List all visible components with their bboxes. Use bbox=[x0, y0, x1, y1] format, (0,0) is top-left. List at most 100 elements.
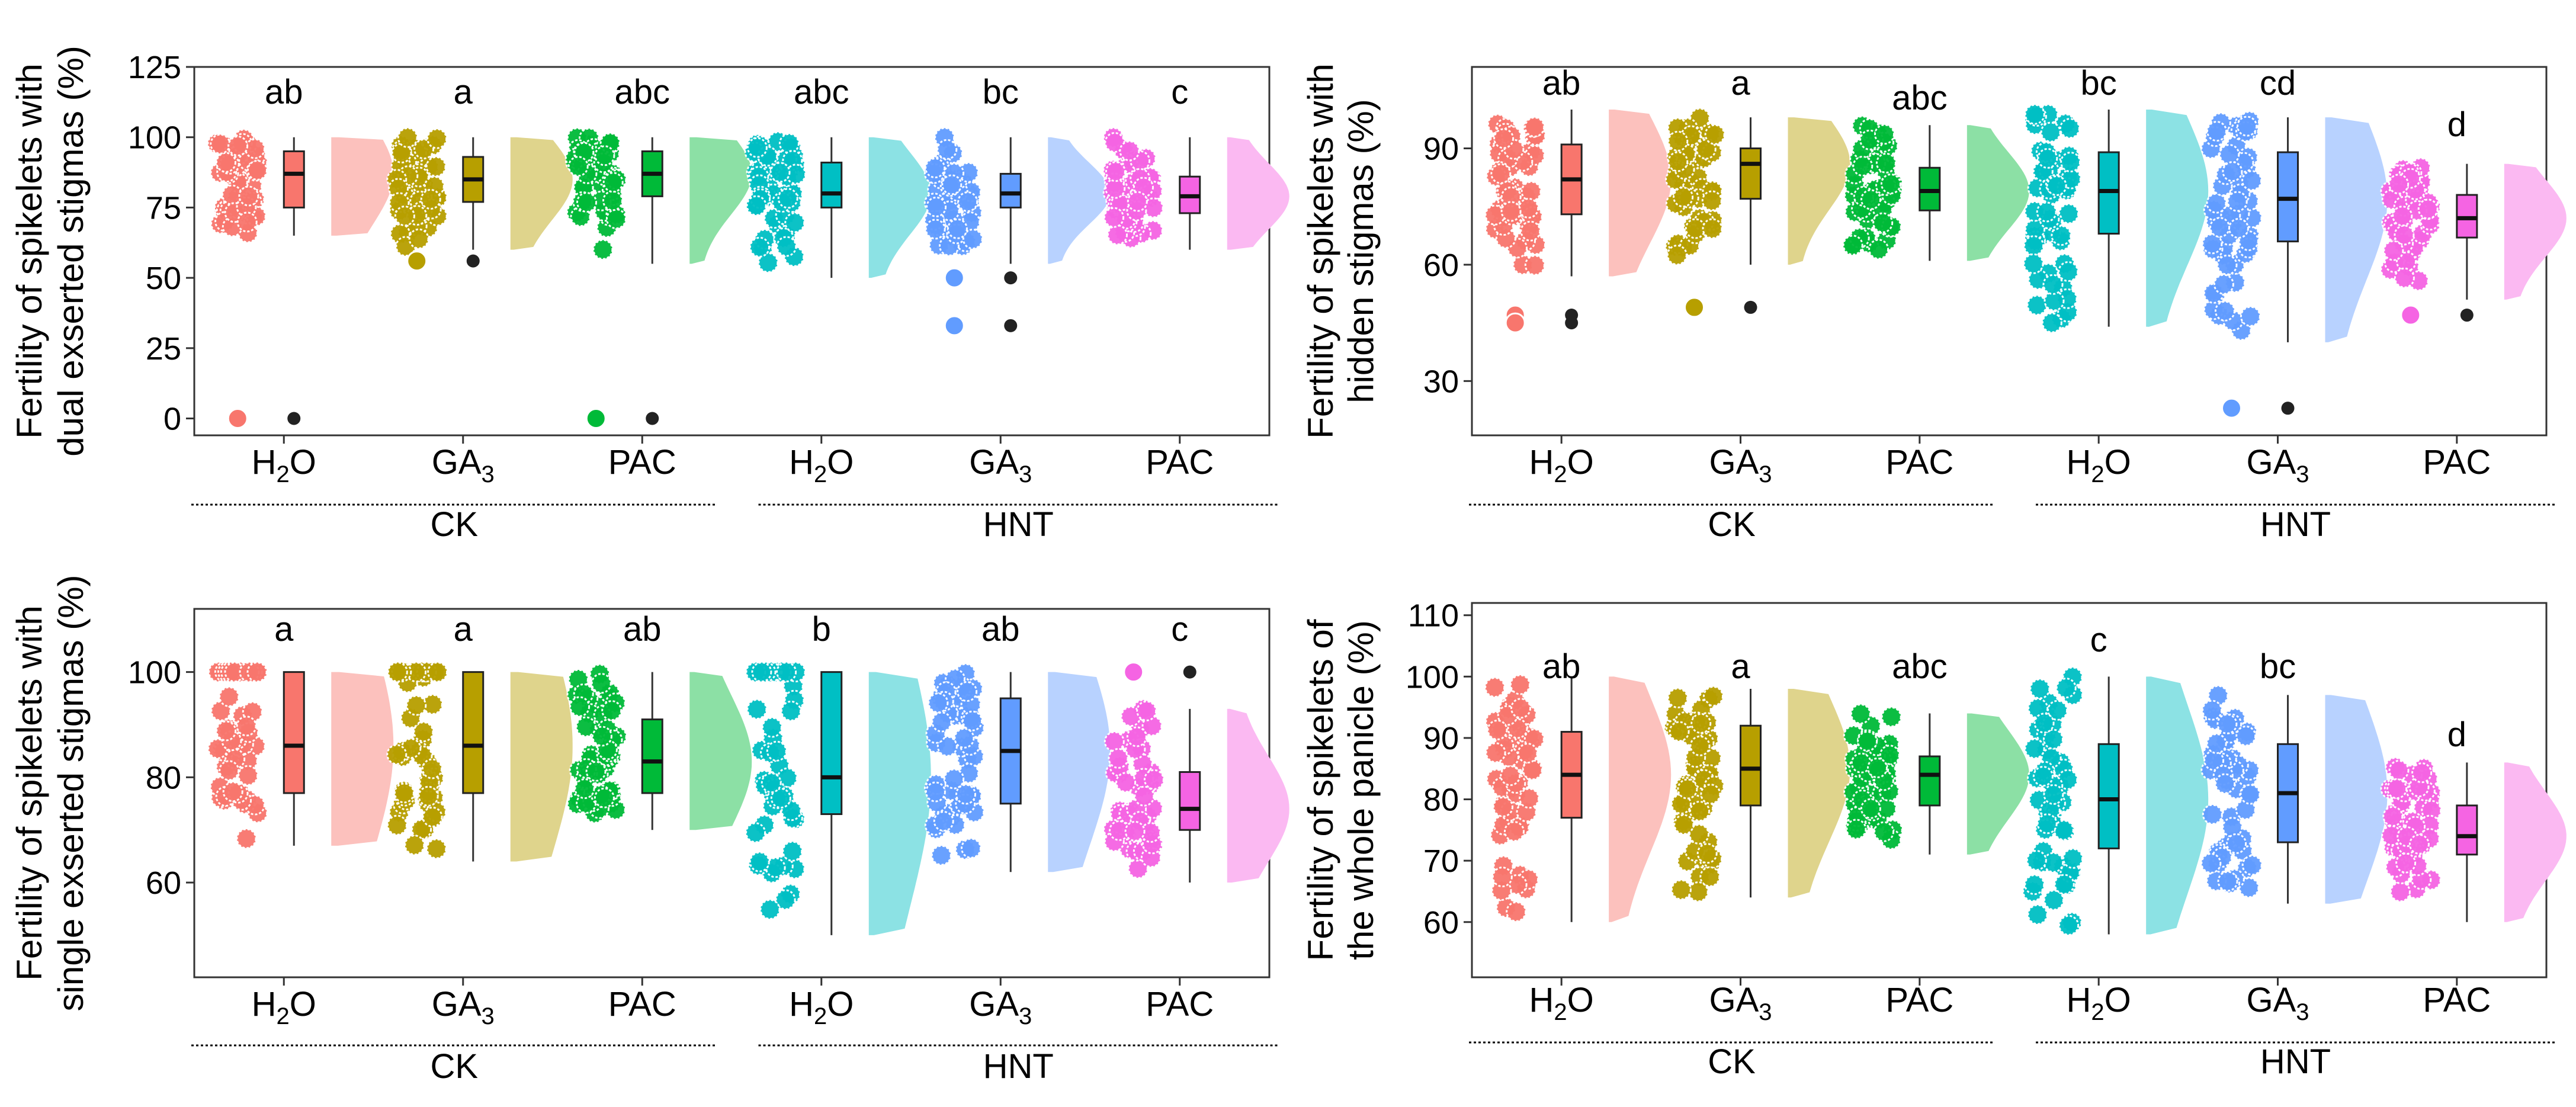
data-point bbox=[1689, 735, 1711, 756]
significance-letter: bc bbox=[2081, 64, 2117, 102]
outlier-point bbox=[287, 412, 301, 425]
data-point bbox=[1704, 124, 1725, 145]
data-point bbox=[2054, 874, 2075, 895]
data-point bbox=[236, 211, 258, 233]
box bbox=[641, 718, 663, 794]
data-point bbox=[962, 710, 983, 731]
data-point bbox=[1690, 713, 1712, 734]
violin-half bbox=[689, 137, 752, 264]
violin-half bbox=[1227, 137, 1289, 250]
data-point bbox=[2055, 678, 2077, 699]
data-point bbox=[1667, 151, 1689, 172]
data-point bbox=[404, 835, 425, 856]
y-tick-label: 80 bbox=[1423, 782, 1459, 818]
series-ga3-hnt: bc GA3 bbox=[923, 73, 1111, 487]
data-point bbox=[406, 695, 427, 716]
data-point bbox=[936, 736, 958, 757]
y-tick-label: 100 bbox=[128, 120, 181, 156]
data-point bbox=[394, 206, 415, 227]
data-point bbox=[1518, 198, 1539, 219]
significance-letter: abc bbox=[794, 73, 849, 111]
y-tick-label: 100 bbox=[128, 655, 181, 691]
data-point bbox=[2202, 804, 2223, 825]
data-point bbox=[1517, 743, 1538, 764]
significance-letter: c bbox=[1171, 610, 1188, 649]
x-tick-label: H2O bbox=[789, 985, 854, 1029]
violin-half bbox=[689, 672, 752, 830]
x-tick-label: GA3 bbox=[969, 985, 1032, 1029]
data-point bbox=[955, 784, 976, 805]
data-point bbox=[1522, 759, 1543, 781]
data-point bbox=[936, 139, 958, 160]
data-point bbox=[2202, 700, 2223, 721]
data-point bbox=[2411, 762, 2433, 784]
x-tick-label: PAC bbox=[608, 985, 676, 1023]
data-point bbox=[2036, 813, 2058, 835]
significance-letter: a bbox=[274, 610, 294, 649]
x-tick-label: GA3 bbox=[969, 443, 1032, 487]
box bbox=[999, 172, 1022, 208]
y-tick-label: 80 bbox=[146, 760, 181, 795]
data-point bbox=[425, 156, 447, 177]
series-pac-hnt: d PAC bbox=[2380, 105, 2567, 482]
data-point bbox=[2062, 848, 2084, 869]
y-tick-label: 90 bbox=[1423, 131, 1459, 166]
data-point bbox=[944, 267, 965, 288]
data-point bbox=[2024, 104, 2045, 125]
data-point bbox=[413, 721, 434, 743]
data-point bbox=[1107, 224, 1128, 246]
data-point bbox=[941, 174, 963, 195]
data-point bbox=[594, 145, 615, 166]
data-point bbox=[605, 208, 627, 230]
x-tick-label: GA3 bbox=[1709, 443, 1772, 487]
data-point bbox=[2036, 201, 2057, 223]
data-point bbox=[761, 772, 782, 794]
data-point bbox=[1689, 801, 1710, 822]
series-pac-hnt: c PAC bbox=[1103, 610, 1289, 1023]
data-point bbox=[2026, 850, 2047, 871]
data-point bbox=[1127, 191, 1148, 212]
data-point bbox=[961, 838, 981, 859]
data-point bbox=[585, 761, 607, 782]
data-point bbox=[2203, 750, 2225, 771]
data-point bbox=[2213, 274, 2234, 295]
data-point bbox=[1852, 156, 1874, 177]
data-point bbox=[2241, 855, 2263, 876]
series-ga3-hnt: bc GA3 bbox=[2200, 647, 2388, 1025]
data-point bbox=[931, 845, 952, 866]
data-point bbox=[2400, 304, 2421, 326]
data-point bbox=[1700, 784, 1721, 805]
significance-letter: c bbox=[2090, 621, 2107, 659]
data-point bbox=[777, 188, 798, 209]
violin-half bbox=[1048, 137, 1111, 264]
y-tick-label: 110 bbox=[1408, 598, 1459, 634]
y-axis-label: dual exserted stigmas (%) bbox=[51, 46, 91, 457]
data-point bbox=[591, 673, 612, 694]
violin-half bbox=[1048, 672, 1111, 872]
data-point bbox=[2237, 115, 2258, 137]
data-point bbox=[1689, 824, 1709, 845]
data-point bbox=[2392, 206, 2413, 227]
series-h2o-hnt: c H2O bbox=[2022, 621, 2209, 1025]
data-point bbox=[928, 692, 949, 714]
data-point bbox=[2044, 890, 2064, 911]
violin-half bbox=[2325, 117, 2388, 342]
data-point bbox=[2388, 760, 2410, 781]
x-tick-label: H2O bbox=[252, 985, 316, 1029]
data-point bbox=[759, 899, 781, 920]
data-point bbox=[2059, 118, 2080, 139]
data-point bbox=[238, 765, 259, 786]
data-point bbox=[2060, 152, 2081, 173]
data-point bbox=[2029, 678, 2051, 700]
series-h2o-ck: a H2O bbox=[207, 610, 394, 1029]
panel-panicle: 60 70 80 90 100 110 Fertility of spikelets of t… bbox=[1301, 598, 2567, 1081]
data-point bbox=[397, 127, 418, 148]
data-point bbox=[770, 788, 791, 809]
data-point bbox=[238, 185, 259, 207]
data-point bbox=[602, 172, 624, 193]
significance-letter: a bbox=[454, 610, 473, 649]
significance-letter: ab bbox=[1542, 647, 1581, 686]
data-point bbox=[1103, 731, 1125, 752]
data-point bbox=[1506, 901, 1527, 922]
series-ga3-ck: a GA3 bbox=[1664, 64, 1850, 487]
